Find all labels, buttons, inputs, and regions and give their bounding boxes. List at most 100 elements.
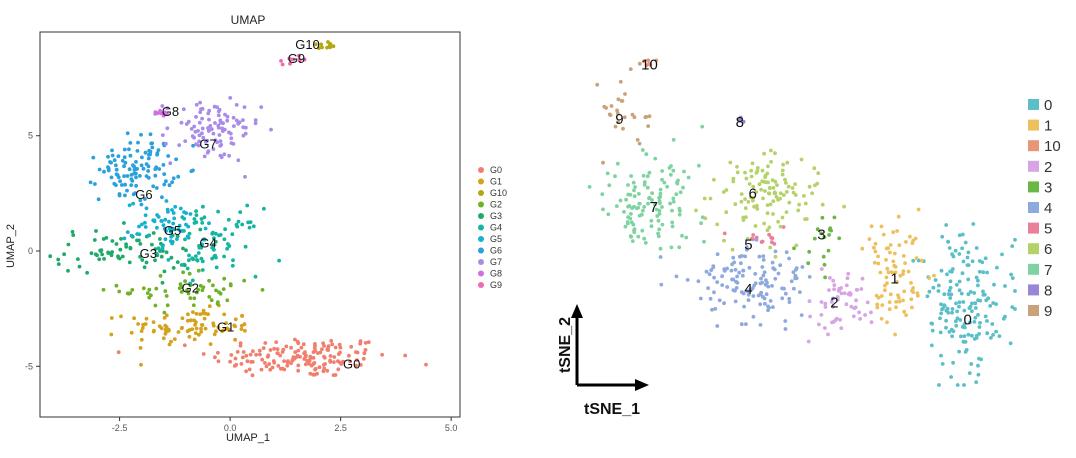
umap-cluster-label: G10 [295,37,320,52]
tsne-point [751,233,756,237]
tsne-point [755,207,760,211]
tsne-point [668,201,672,206]
tsne-point [966,263,971,267]
tsne-point [823,305,828,309]
tsne-point [884,258,888,262]
umap-point [304,353,308,358]
umap-point [268,348,273,352]
umap-point [194,326,199,331]
tsne-point [769,160,773,164]
tsne-legend-key [1028,243,1039,255]
tsne-series-2 [806,267,874,344]
tsne-point [842,204,846,209]
tsne-point [802,194,806,198]
tsne-legend-key [1028,284,1039,296]
umap-point [303,350,307,354]
tsne-point [640,228,645,233]
tsne-legend-label: 2 [1044,159,1052,176]
umap-legend-label: G4 [490,223,502,233]
umap-point [200,323,205,327]
umap-point [275,347,280,351]
tsne-legend-key [1028,99,1039,110]
umap-point [165,126,170,131]
umap-point [333,345,338,350]
tsne-series-0 [911,222,1017,387]
tsne-point [906,269,911,274]
umap-point [98,248,103,253]
tsne-point [720,283,725,287]
tsne-point [730,247,735,252]
umap-point [199,256,204,261]
tsne-point [633,185,637,189]
umap-point [170,208,174,212]
umap-point [315,371,319,376]
tsne-point [674,192,679,197]
tsne-point [724,188,729,192]
umap-point [263,341,268,345]
umap-point [140,155,144,160]
tsne-point [793,182,797,187]
tsne-point [799,313,804,317]
tsne-point [792,286,796,291]
umap-point [319,42,324,47]
umap-point [266,353,271,358]
umap-ylabel: UMAP_2 [5,224,17,268]
tsne-point [819,267,824,271]
tsne-point [706,286,710,290]
umap-point [172,337,177,341]
umap-legend-label: G3 [490,211,502,221]
umap-point [151,231,156,235]
umap-point [211,283,215,288]
umap-point [150,242,154,247]
umap-point [297,53,301,58]
tsne-point [637,61,642,66]
tsne-point [686,175,691,180]
umap-point [272,346,277,351]
umap-point [325,368,330,373]
umap-point [199,326,203,331]
tsne-point [977,259,982,263]
tsne-point [901,269,906,273]
umap-point [239,362,244,366]
umap-point [140,326,145,330]
tsne-series-6 [694,148,846,259]
umap-series-g0 [116,337,428,378]
umap-point [207,117,211,122]
umap-point [129,330,134,335]
tsne-point [768,202,773,207]
tsne-point [781,162,785,167]
umap-point [160,244,165,249]
umap-point [126,147,131,152]
tsne-point [760,265,765,269]
umap-point [424,362,428,367]
tsne-point [763,180,768,185]
umap-point [137,232,142,237]
tsne-point [961,259,966,264]
umap-point [328,360,333,364]
tsne-point [951,254,956,259]
tsne-point [930,328,935,333]
umap-point [313,367,317,372]
umap-point [117,192,122,196]
umap-point [200,116,205,121]
umap-point [134,160,138,164]
tsne-point [768,299,773,303]
umap-legend-label: G7 [490,257,502,267]
umap-point [153,173,158,178]
tsne-point [618,198,623,203]
tsne-cluster-label: 7 [650,199,658,216]
umap-point [231,115,236,120]
tsne-point [709,268,714,272]
tsne-point [715,252,720,257]
umap-point [207,221,211,226]
umap-point [122,155,127,160]
umap-point [333,373,338,377]
tsne-point [645,185,650,190]
umap-point [198,227,203,232]
umap-point [228,359,233,364]
umap-point [114,167,119,172]
tsne-point [708,296,713,301]
tsne-point [642,236,647,241]
tsne-point [946,310,951,315]
umap-point [139,362,143,367]
